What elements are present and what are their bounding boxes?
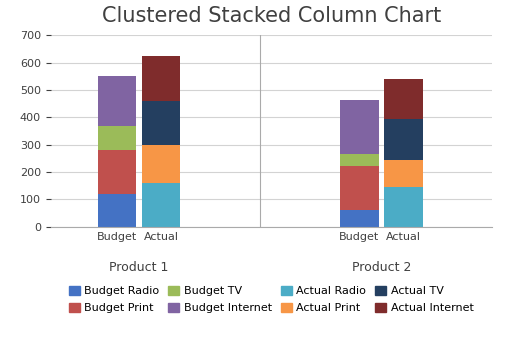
Bar xyxy=(384,160,423,187)
Legend: Budget Radio, Budget Print, Budget TV, Budget Internet, Actual Radio, Actual Pri: Budget Radio, Budget Print, Budget TV, B… xyxy=(69,286,474,313)
Title: Clustered Stacked Column Chart: Clustered Stacked Column Chart xyxy=(101,6,441,25)
Bar xyxy=(340,166,379,210)
Bar xyxy=(340,99,379,154)
Bar xyxy=(141,56,180,101)
Bar xyxy=(340,210,379,227)
Bar xyxy=(141,145,180,183)
Bar xyxy=(384,119,423,160)
Bar xyxy=(384,79,423,119)
Bar xyxy=(141,101,180,145)
Text: Product 2: Product 2 xyxy=(352,261,411,274)
Bar xyxy=(97,76,136,126)
Bar xyxy=(384,187,423,227)
Bar xyxy=(97,194,136,227)
Text: Product 1: Product 1 xyxy=(109,261,169,274)
Bar xyxy=(97,126,136,150)
Bar xyxy=(340,154,379,166)
Bar xyxy=(97,150,136,194)
Bar xyxy=(141,183,180,227)
